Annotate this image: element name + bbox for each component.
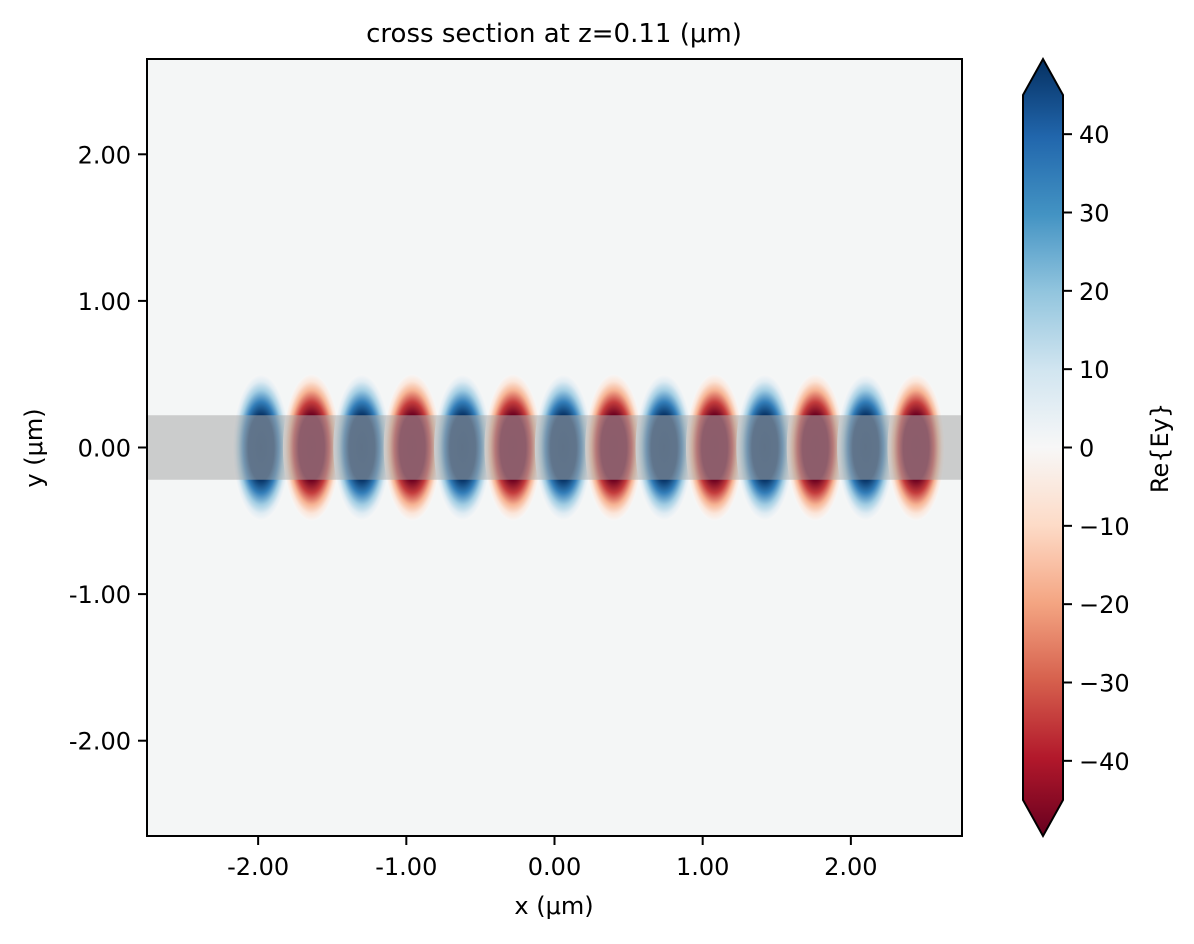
- x-tick-label: 0.00: [528, 853, 581, 881]
- y-axis-label: y (μm): [20, 408, 48, 487]
- colorbar-tick-label: 0: [1079, 435, 1094, 463]
- x-axis-label: x (μm): [514, 892, 593, 920]
- x-tick-label: 1.00: [676, 853, 729, 881]
- colorbar-tick-label: 10: [1079, 356, 1110, 384]
- colorbar-tick-label: 40: [1079, 121, 1110, 149]
- plot-area: [147, 59, 962, 836]
- y-tick-label: 2.00: [78, 141, 131, 169]
- x-tick-label: -1.00: [375, 853, 437, 881]
- colorbar-label: Re{Ey}: [1146, 403, 1174, 493]
- colorbar-tick-label: −40: [1079, 748, 1130, 776]
- x-tick-label: 2.00: [824, 853, 877, 881]
- colorbar: 40 30 20 10 0 −10 −20 −30 −40 Re{Ey}: [1022, 56, 1174, 839]
- colorbar-tick-label: −30: [1079, 670, 1130, 698]
- colorbar-tick-label: 30: [1079, 200, 1110, 228]
- x-axis-ticks: -2.00 -1.00 0.00 1.00 2.00: [227, 836, 878, 881]
- waveguide-overlay: [147, 415, 962, 480]
- y-axis-ticks: 2.00 1.00 0.00 -1.00 -2.00: [69, 141, 147, 756]
- colorbar-tick-label: −10: [1079, 513, 1130, 541]
- y-tick-label: 1.00: [78, 288, 131, 316]
- y-tick-label: -1.00: [69, 581, 131, 609]
- chart-title: cross section at z=0.11 (μm): [366, 19, 742, 49]
- colorbar-body: [1022, 56, 1064, 839]
- colorbar-tick-label: −20: [1079, 591, 1130, 619]
- x-tick-label: -2.00: [227, 853, 289, 881]
- y-tick-label: 0.00: [78, 435, 131, 463]
- y-tick-label: -2.00: [69, 728, 131, 756]
- colorbar-ticks: 40 30 20 10 0 −10 −20 −30 −40: [1063, 121, 1130, 776]
- field-layer: [232, 374, 945, 521]
- colorbar-tick-label: 20: [1079, 278, 1110, 306]
